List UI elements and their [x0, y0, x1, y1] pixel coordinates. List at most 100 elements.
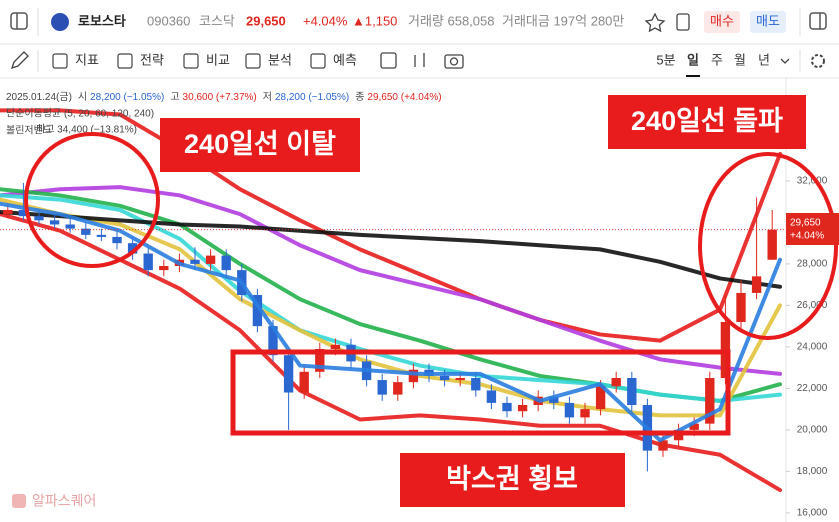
change-pct: +4.04%	[303, 13, 348, 28]
candle-body	[34, 216, 44, 221]
info-value: 28,200 (−1.05%)	[90, 92, 164, 103]
chevron[interactable]	[780, 58, 790, 64]
candle-body	[408, 369, 419, 383]
tool-button[interactable]: 전략	[140, 52, 164, 67]
candle-body	[221, 255, 231, 271]
candle-body	[299, 371, 309, 393]
annotation-box	[608, 95, 806, 149]
annotation: 240일선 이탈	[184, 129, 336, 159]
candle-body	[330, 344, 341, 349]
tool-icon	[52, 53, 68, 69]
ma-line	[0, 185, 782, 376]
panel-icon[interactable]	[809, 12, 827, 30]
candle-body	[112, 236, 122, 244]
info-value: 30,600 (+7.37%)	[183, 92, 257, 103]
candle-body	[81, 228, 91, 235]
candle-body	[439, 375, 450, 381]
period-button[interactable]: 년	[758, 52, 770, 67]
ma-line	[0, 193, 782, 403]
price: 29,650	[246, 13, 286, 28]
tool-icon	[310, 53, 326, 69]
candle-body	[611, 378, 621, 387]
layout-icon[interactable]	[380, 52, 397, 69]
candle-body	[377, 380, 387, 395]
info-value: 29,650 (+4.04%)	[367, 92, 441, 103]
tool-button[interactable]: 비교	[206, 52, 230, 67]
candle-body	[190, 259, 200, 264]
high-note: 최고 34,400 (−13.81%)	[36, 124, 137, 136]
candle-body	[564, 402, 575, 418]
period-button[interactable]: 5분	[656, 52, 675, 67]
tool-icon	[183, 53, 199, 69]
info-label: 고	[170, 92, 179, 103]
info-label: 저	[263, 91, 272, 103]
change: ▲1,150	[352, 13, 397, 28]
ma-legend: 단순이동평균 (5, 20, 60, 120, 240)	[6, 108, 154, 120]
y-tick-label: 16,000	[797, 508, 828, 519]
period-button[interactable]: 주	[711, 52, 723, 67]
tool-icon	[117, 53, 133, 69]
candle-body	[751, 276, 762, 293]
candle-icon[interactable]	[414, 53, 425, 67]
stock-name: 로보스타	[78, 13, 126, 28]
annotation: 박스권 횡보	[446, 464, 578, 494]
candle-body	[580, 409, 590, 418]
candle-body	[549, 396, 559, 403]
candle-body	[268, 326, 278, 356]
candle-body	[143, 253, 153, 271]
amount: 거래대금 197억 280만	[502, 13, 624, 28]
watermark-icon	[12, 494, 26, 508]
volume: 거래량 658,058	[408, 13, 494, 28]
candle-body	[705, 378, 715, 424]
candle-body	[595, 386, 606, 410]
tool-button[interactable]: 예측	[333, 52, 357, 67]
info-label: 종	[355, 91, 364, 103]
price-tag-pct: +4.04%	[790, 231, 824, 242]
candle-body	[393, 382, 403, 395]
tool-button[interactable]: 분석	[268, 52, 292, 67]
candle-body	[65, 224, 75, 229]
candle-body	[18, 209, 29, 217]
y-tick-label: 24,000	[797, 342, 828, 353]
camera-icon[interactable]	[444, 54, 464, 69]
buy-button[interactable]	[704, 11, 740, 33]
ma-line	[0, 108, 782, 343]
logo	[51, 13, 69, 31]
price-tag	[786, 213, 839, 245]
box-annotation	[230, 349, 731, 436]
y-tick-label: 28,000	[797, 259, 828, 270]
candle-body	[627, 378, 637, 405]
tool-button[interactable]: 지표	[75, 52, 99, 67]
annotation-box	[160, 118, 360, 172]
candle-body	[127, 243, 138, 254]
circle-annotation	[24, 132, 160, 268]
y-tick-label: 26,000	[797, 300, 828, 311]
sidebar-icon[interactable]	[10, 12, 28, 30]
candle-body	[658, 440, 668, 451]
candle-body	[689, 423, 699, 430]
memo-icon[interactable]	[676, 13, 690, 31]
y-tick-label: 20,000	[797, 425, 828, 436]
candle-body	[49, 220, 60, 225]
annotation-box	[400, 453, 625, 507]
info-date: 2025.01.24(금)	[6, 91, 72, 103]
ma-line	[0, 210, 782, 289]
market: 코스닥	[199, 13, 235, 28]
settings-icon[interactable]	[811, 54, 825, 68]
info-label: 시	[78, 91, 87, 103]
period-button[interactable]: 월	[734, 52, 746, 67]
candle-body	[486, 390, 497, 403]
annotation: 240일선 돌파	[631, 106, 783, 136]
y-tick-label: 32,000	[797, 176, 828, 187]
candle-body	[205, 255, 216, 264]
period-button[interactable]: 일	[687, 52, 699, 67]
candle-body	[502, 402, 512, 412]
sell-button[interactable]	[750, 11, 786, 33]
star-icon[interactable]	[644, 12, 666, 33]
candle-body	[3, 209, 13, 215]
draw-icon[interactable]	[10, 51, 29, 70]
camera-lens	[449, 57, 459, 66]
candle-body	[96, 234, 107, 237]
info-line: 2025.01.24(금) 시 28,200 (−1.05%) 고 30,600 (+7…	[6, 91, 442, 103]
y-tick-label: 18,000	[797, 466, 828, 477]
